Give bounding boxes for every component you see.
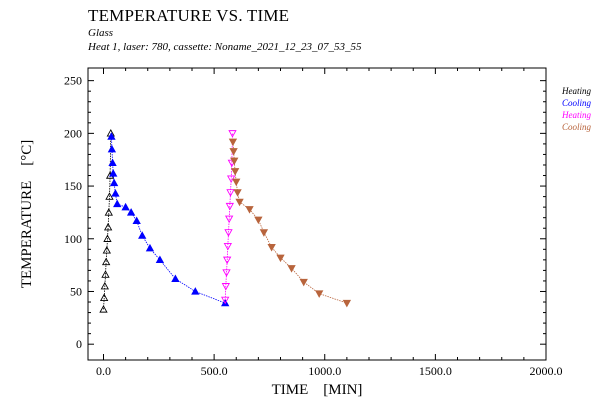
data-point <box>103 222 113 231</box>
data-point <box>315 290 324 298</box>
data-point <box>299 278 308 287</box>
series-line <box>232 141 348 304</box>
series-4 <box>228 138 352 308</box>
legend-entry: Heating <box>561 86 591 96</box>
x-tick-label: 500.0 <box>201 364 228 378</box>
data-point <box>230 168 240 176</box>
x-tick-label: 1500.0 <box>419 364 452 378</box>
chart-title: TEMPERATURE VS. TIME <box>88 6 290 25</box>
data-point <box>99 305 108 313</box>
data-point <box>100 281 109 290</box>
data-point <box>111 189 120 197</box>
data-point <box>221 283 231 291</box>
data-point <box>267 244 276 252</box>
data-point <box>191 287 200 295</box>
data-point <box>108 158 117 167</box>
data-point <box>224 215 234 224</box>
data-point <box>221 296 230 305</box>
series-2 <box>107 132 230 307</box>
y-tick-label: 200 <box>64 126 82 140</box>
y-axis-ticks: 0 50 100 150 200 250 <box>64 74 546 351</box>
data-point <box>101 270 110 278</box>
data-point <box>171 274 180 283</box>
series-1 <box>99 129 115 313</box>
x-tick-label: 1000.0 <box>308 364 341 378</box>
y-tick-label: 150 <box>64 179 82 193</box>
x-axis-label: TIME [MIN] <box>272 382 363 398</box>
legend-entry: Heating <box>561 110 591 120</box>
data-point <box>155 255 165 264</box>
legend: Heating Cooling Heating Cooling <box>561 86 592 132</box>
y-axis-label: TEMPERATURE [°C] <box>19 140 35 289</box>
data-point <box>107 144 117 153</box>
data-point <box>223 242 232 251</box>
y-tick-label: 250 <box>64 74 82 88</box>
series-layer <box>99 129 352 313</box>
data-point <box>126 208 136 216</box>
data-point <box>259 229 269 237</box>
data-point <box>229 148 238 156</box>
legend-entry: Cooling <box>562 122 592 132</box>
data-point <box>132 216 141 225</box>
data-point <box>276 254 285 263</box>
series-line <box>111 136 226 304</box>
y-tick-label: 0 <box>76 337 82 351</box>
data-point <box>342 299 352 308</box>
x-tick-label: 2000.0 <box>530 364 563 378</box>
data-point <box>103 234 112 242</box>
data-point <box>145 243 155 252</box>
data-point <box>101 257 111 266</box>
x-axis-ticks: 0.0 500.0 1000.0 1500.0 2000.0 <box>96 68 563 378</box>
data-point <box>287 265 296 273</box>
data-point <box>228 138 238 147</box>
data-point <box>138 231 147 239</box>
data-point <box>223 256 232 265</box>
y-tick-label: 100 <box>64 232 82 246</box>
chart-subtitle-run-info: Heat 1, laser: 780, cassette: Noname_202… <box>88 41 362 53</box>
data-point <box>232 178 241 187</box>
plot-frame <box>87 67 547 361</box>
y-tick-label: 50 <box>70 284 82 298</box>
data-point <box>113 199 122 208</box>
x-tick-label: 0.0 <box>96 364 111 378</box>
data-point <box>107 132 116 140</box>
data-point <box>230 157 239 166</box>
data-point <box>222 269 231 277</box>
data-point <box>226 189 235 197</box>
legend-entry: Cooling <box>562 98 592 108</box>
chart-subtitle-material: Glass <box>88 27 114 39</box>
data-point <box>105 192 114 200</box>
series-3 <box>221 130 237 305</box>
data-point <box>224 229 233 237</box>
data-point <box>104 208 113 216</box>
data-point <box>225 202 234 211</box>
data-point <box>228 130 237 138</box>
data-point <box>102 246 111 254</box>
data-point <box>109 178 119 187</box>
data-point <box>254 216 263 225</box>
data-point <box>245 206 254 214</box>
data-point <box>121 202 130 211</box>
data-point <box>99 293 109 301</box>
data-point <box>233 189 242 197</box>
data-point <box>235 198 244 207</box>
data-point <box>109 169 118 177</box>
